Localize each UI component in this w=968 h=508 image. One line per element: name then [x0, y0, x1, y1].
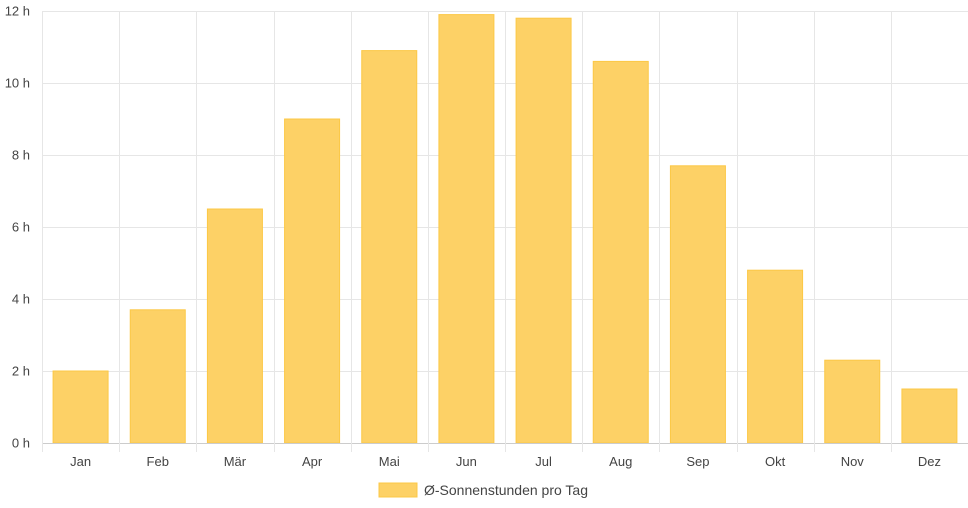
- legend-swatch[interactable]: [378, 482, 418, 498]
- bar-sep[interactable]: [669, 165, 726, 444]
- bar-mär[interactable]: [206, 208, 263, 444]
- bar-dez[interactable]: [901, 388, 958, 444]
- x-tick-label: Aug: [609, 454, 632, 469]
- y-tick-label: 12 h: [5, 4, 30, 19]
- bar-okt[interactable]: [747, 269, 804, 444]
- bar-feb[interactable]: [129, 309, 186, 444]
- bar-series: [52, 14, 958, 444]
- y-tick-label: 10 h: [5, 76, 30, 91]
- x-tick-label: Jan: [70, 454, 91, 469]
- y-tick-label: 4 h: [12, 292, 30, 307]
- grid-lines: [42, 11, 968, 444]
- y-axis: 0 h 2 h 4 h 6 h 8 h 10 h 12 h: [5, 4, 30, 451]
- x-tick-label: Dez: [918, 454, 941, 469]
- x-tick-label: Nov: [841, 454, 865, 469]
- x-tick-label: Jun: [456, 454, 477, 469]
- legend-label[interactable]: Ø-Sonnenstunden pro Tag: [424, 482, 588, 498]
- bar-jan[interactable]: [52, 370, 109, 444]
- y-tick-label: 6 h: [12, 220, 30, 235]
- x-tick-label: Jul: [535, 454, 552, 469]
- bar-apr[interactable]: [284, 118, 341, 444]
- bar-nov[interactable]: [824, 359, 881, 444]
- x-tick-label: Mär: [224, 454, 247, 469]
- x-tick-label: Feb: [147, 454, 169, 469]
- bar-aug[interactable]: [592, 60, 649, 444]
- x-tick-label: Sep: [686, 454, 709, 469]
- x-tick-label: Mai: [379, 454, 400, 469]
- x-axis: Jan Feb Mär Apr Mai Jun Jul Aug Sep Okt Nov Dez: [42, 443, 968, 469]
- y-tick-label: 0 h: [12, 436, 30, 451]
- legend[interactable]: Ø-Sonnenstunden pro Tag: [378, 482, 588, 498]
- bar-jun[interactable]: [438, 14, 495, 444]
- bar-jul[interactable]: [515, 17, 572, 444]
- bar-mai[interactable]: [361, 50, 418, 444]
- x-tick-label: Okt: [765, 454, 786, 469]
- x-tick-label: Apr: [302, 454, 323, 469]
- y-tick-label: 2 h: [12, 364, 30, 379]
- y-tick-label: 8 h: [12, 148, 30, 163]
